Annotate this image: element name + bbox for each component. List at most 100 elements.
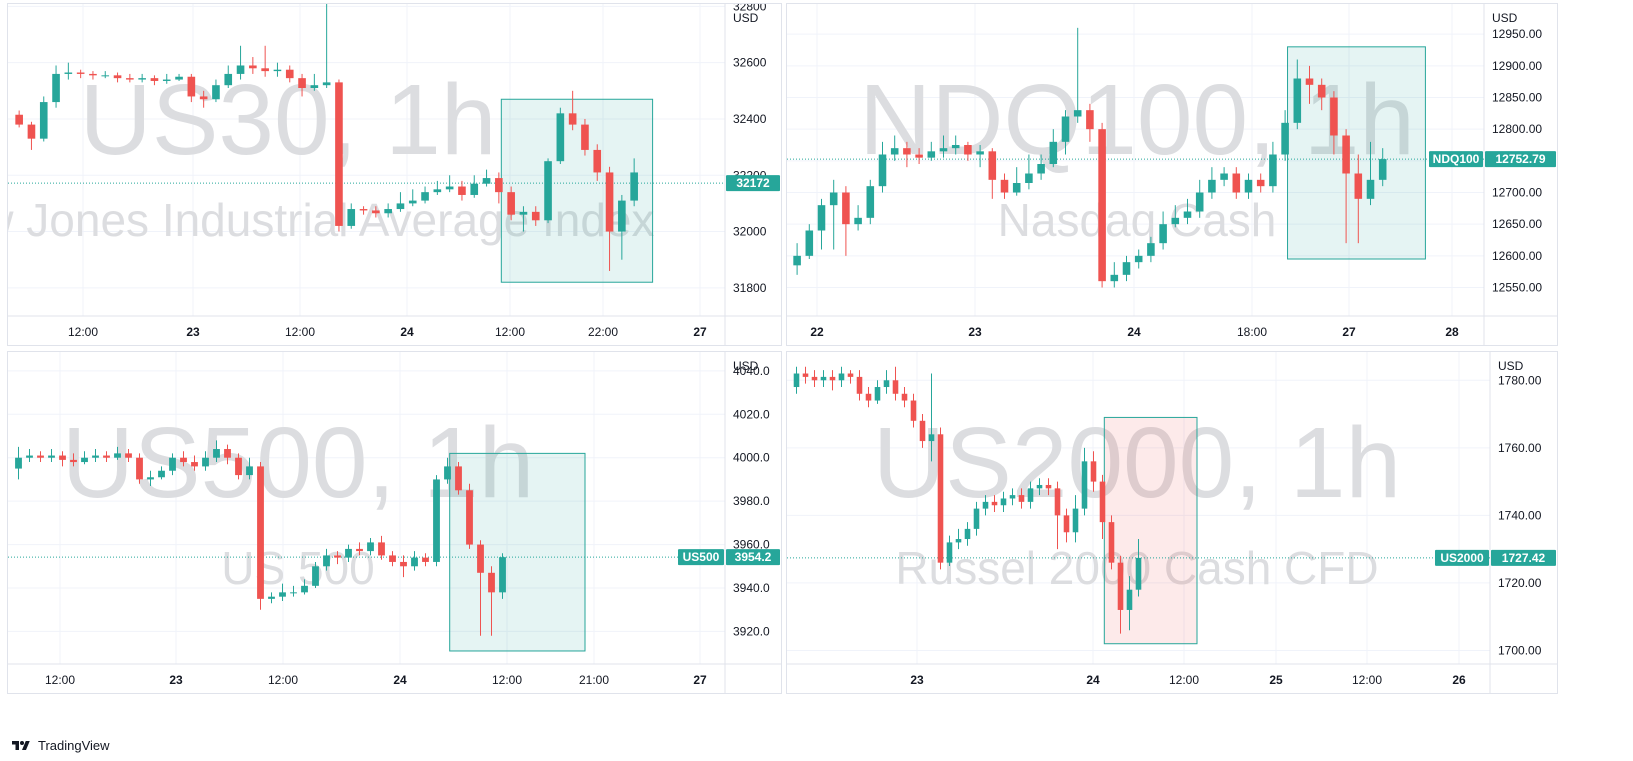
candle-body [59, 455, 66, 460]
candle-body [1147, 243, 1155, 256]
candle-body [910, 400, 917, 421]
candle-body [1378, 159, 1387, 180]
y-tick-label: 32600 [733, 56, 767, 70]
y-tick-label: 12900.00 [1492, 59, 1542, 73]
candle-body [1183, 211, 1192, 218]
candle-body [982, 501, 989, 509]
candle-body [114, 453, 121, 458]
candle-body [175, 76, 183, 80]
candle-body [125, 453, 132, 458]
candle-body [1220, 173, 1228, 180]
candle-body [1025, 173, 1033, 183]
candle-body [544, 161, 552, 221]
y-tick-label: 4000.0 [733, 451, 770, 465]
candle-body [1117, 562, 1124, 610]
candle-body [890, 148, 899, 155]
candle-body [290, 592, 297, 594]
candle-body [1081, 461, 1088, 509]
x-tick-label: 12:00 [285, 325, 315, 339]
x-tick-label: 12:00 [68, 325, 98, 339]
candle-body [874, 387, 881, 401]
y-tick-label: 12600.00 [1492, 249, 1542, 263]
candle-body [581, 124, 589, 150]
axis-unit-label: USD [733, 11, 759, 25]
symbol-price-tag [1429, 151, 1483, 168]
candle-body [421, 192, 429, 201]
x-tick-label: 22 [810, 325, 824, 339]
x-tick-label: 23 [169, 673, 183, 687]
candle-body [273, 69, 282, 72]
axis-unit-label: USD [733, 359, 759, 373]
candle-body [444, 466, 451, 480]
x-tick-label: 27 [1342, 325, 1356, 339]
y-tick-label: 12800.00 [1492, 122, 1542, 136]
x-tick-label: 12:00 [1169, 673, 1199, 687]
candle-body [1045, 484, 1052, 489]
candle-body [359, 209, 368, 211]
candle-body [1063, 515, 1070, 533]
x-tick-label: 23 [186, 325, 200, 339]
candle-body [915, 154, 923, 158]
candle-body [1244, 179, 1253, 193]
candle-body [477, 544, 484, 573]
candle-body [422, 557, 429, 562]
candle-body [433, 189, 442, 193]
candle-body [1000, 498, 1007, 506]
footer-brand[interactable]: TradingView [10, 738, 110, 753]
candle-body [903, 148, 911, 155]
candle-body [793, 255, 801, 266]
y-tick-label: 12700.00 [1492, 186, 1542, 200]
last-price-tag-label: 32172 [736, 176, 770, 190]
candle-body [113, 75, 122, 79]
candle-body [817, 205, 826, 231]
candle-body [48, 455, 55, 458]
y-tick-label: 1700.00 [1498, 643, 1542, 657]
candle-body [257, 466, 264, 599]
candle-body [1281, 122, 1289, 155]
chart-panel-us30[interactable]: US30, 1hDow Jones Industrial Average Ind… [7, 3, 782, 346]
x-tick-label: 12:00 [495, 325, 525, 339]
symbol-price-tag-label: NDQ100 [1433, 152, 1480, 166]
candle-body [618, 200, 626, 232]
candle-body [103, 455, 110, 458]
candle-body [37, 455, 44, 458]
last-price-tag [726, 175, 780, 192]
candle-body [973, 508, 980, 529]
candle-body [191, 462, 198, 467]
y-tick-label: 32800 [733, 4, 767, 13]
candle-body [279, 592, 286, 597]
candle-body [507, 192, 515, 215]
y-tick-label: 3920.0 [733, 624, 770, 638]
candle-body [856, 376, 863, 394]
chart-panel-us2000[interactable]: US2000, 1h Russel 2000 Cash CFD 1700.00 172… [786, 351, 1558, 694]
candle-body [928, 434, 935, 442]
chart-svg: NDQ100, 1h Nasdaq Cash 12550.00 12600.00 126… [787, 4, 1557, 345]
x-tick-label: 24 [393, 673, 407, 687]
candle-body [1098, 129, 1106, 282]
candle-body [847, 373, 854, 377]
candle-body [1159, 224, 1167, 244]
candle-body [384, 209, 392, 214]
candle-body [1073, 110, 1082, 117]
candle-body [1195, 192, 1204, 212]
candle-body [1012, 183, 1021, 193]
y-tick-label: 32000 [733, 225, 767, 239]
candle-body [169, 457, 176, 471]
candle-body [470, 183, 479, 195]
chart-panel-ndq100[interactable]: NDQ100, 1h Nasdaq Cash 12550.00 12600.00 126… [786, 3, 1558, 346]
candle-body [455, 466, 462, 491]
candle-body [389, 555, 396, 562]
candle-body [199, 96, 208, 100]
candle-body [162, 79, 171, 81]
y-tick-label: 12950.00 [1492, 27, 1542, 41]
chart-panel-us500[interactable]: US500, 1h US 500 3920.0 3940.0 3960.0 3980.0 4… [7, 351, 782, 694]
candle-body [312, 566, 319, 586]
y-tick-label: 3940.0 [733, 581, 770, 595]
candle-body [1018, 495, 1025, 502]
candle-body [268, 596, 275, 599]
x-tick-label: 21:00 [579, 673, 609, 687]
candle-body [820, 376, 827, 381]
tradingview-logo-icon [12, 740, 30, 750]
candle-body [39, 102, 48, 139]
candle-body [811, 376, 818, 381]
